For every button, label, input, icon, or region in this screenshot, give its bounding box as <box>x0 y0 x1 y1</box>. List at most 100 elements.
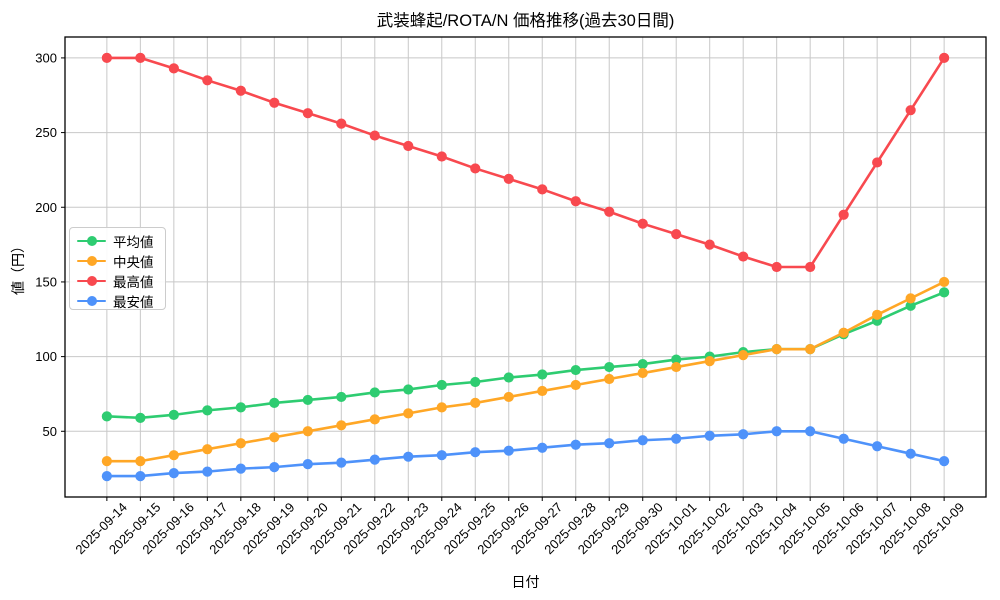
marker-median <box>470 397 481 409</box>
legend-label-highest: 最高値 <box>113 275 154 290</box>
marker-highest <box>771 261 782 273</box>
marker-highest <box>838 209 849 220</box>
marker-highest <box>570 196 581 207</box>
marker-average <box>135 412 146 423</box>
marker-highest <box>168 63 179 74</box>
marker-lowest <box>771 426 782 437</box>
line-lowest <box>105 429 946 478</box>
marker-highest <box>369 130 380 141</box>
marker-highest <box>738 251 749 262</box>
y-tick-label: 300 <box>35 50 57 65</box>
marker-median <box>570 379 581 391</box>
marker-lowest <box>872 441 883 452</box>
marker-lowest <box>704 430 715 441</box>
marker-lowest <box>905 448 916 459</box>
marker-highest <box>336 118 347 129</box>
marker-average <box>436 379 447 391</box>
marker-median <box>168 450 179 461</box>
legend-item-average: 平均値 <box>77 231 158 251</box>
marker-median <box>235 438 246 449</box>
marker-median <box>436 402 447 413</box>
marker-median <box>838 327 849 338</box>
marker-highest <box>537 184 548 195</box>
marker-median <box>905 293 916 304</box>
marker-average <box>369 387 380 398</box>
marker-highest <box>269 97 280 108</box>
marker-average <box>905 300 916 311</box>
marker-median <box>336 420 347 431</box>
legend-marker-average-icon <box>77 235 106 247</box>
marker-average <box>302 394 313 406</box>
marker-median <box>101 456 112 467</box>
marker-highest <box>604 206 615 217</box>
marker-highest <box>101 52 112 64</box>
marker-median <box>738 350 749 361</box>
line-average <box>105 291 946 420</box>
marker-lowest <box>269 462 280 473</box>
y-tick-label: 250 <box>35 125 57 140</box>
y-tick-label: 50 <box>43 424 57 439</box>
marker-lowest <box>202 466 213 477</box>
chart-legend: 平均値 中央値 最高値 最安値 <box>69 227 166 310</box>
marker-highest <box>403 140 414 152</box>
marker-lowest <box>939 456 950 467</box>
marker-median <box>135 456 146 467</box>
marker-average <box>939 287 950 298</box>
marker-highest <box>872 157 883 168</box>
legend-marker-highest-icon <box>77 275 106 287</box>
y-tick-label: 200 <box>35 200 57 215</box>
marker-lowest <box>302 459 313 470</box>
legend-label-lowest: 最安値 <box>113 295 154 310</box>
marker-median <box>403 408 414 419</box>
y-tick-label: 150 <box>35 274 57 289</box>
marker-lowest <box>503 445 514 456</box>
marker-median <box>637 367 648 379</box>
marker-lowest <box>838 433 849 444</box>
line-median <box>105 280 946 463</box>
marker-lowest <box>604 438 615 449</box>
marker-average <box>570 364 581 376</box>
marker-median <box>805 344 816 355</box>
marker-median <box>503 391 514 403</box>
marker-median <box>939 276 950 288</box>
marker-highest <box>503 173 514 184</box>
marker-lowest <box>805 426 816 437</box>
marker-lowest <box>369 454 380 465</box>
marker-highest <box>202 75 213 86</box>
marker-average <box>671 354 682 365</box>
legend-marker-median-icon <box>77 255 106 267</box>
plot-border <box>64 36 987 498</box>
chart-title: 武装蜂起/ROTA/N 価格推移(過去30日間) <box>376 12 675 30</box>
marker-median <box>704 355 715 367</box>
legend-item-highest: 最高値 <box>77 271 158 291</box>
legend-item-lowest: 最安値 <box>77 291 158 311</box>
marker-median <box>671 361 682 373</box>
marker-average <box>101 411 112 422</box>
marker-average <box>235 402 246 413</box>
marker-average <box>168 409 179 420</box>
marker-average <box>336 391 347 403</box>
marker-median <box>537 385 548 397</box>
marker-lowest <box>403 451 414 462</box>
marker-median <box>771 344 782 355</box>
marker-average <box>503 372 514 383</box>
legend-label-median: 中央値 <box>113 255 154 270</box>
marker-lowest <box>336 457 347 468</box>
legend-label-average: 平均値 <box>113 235 154 250</box>
marker-lowest <box>436 450 447 461</box>
marker-lowest <box>101 470 112 482</box>
marker-highest <box>671 229 682 240</box>
marker-median <box>202 444 213 455</box>
marker-highest <box>436 151 447 162</box>
marker-lowest <box>671 433 682 444</box>
marker-highest <box>235 85 246 96</box>
marker-average <box>202 405 213 416</box>
marker-average <box>604 361 615 373</box>
y-axis-label: 値（円） <box>10 239 26 295</box>
marker-median <box>302 426 313 437</box>
marker-average <box>269 397 280 409</box>
marker-lowest <box>570 439 581 450</box>
marker-highest <box>704 239 715 250</box>
marker-highest <box>805 261 816 273</box>
marker-median <box>604 373 615 385</box>
